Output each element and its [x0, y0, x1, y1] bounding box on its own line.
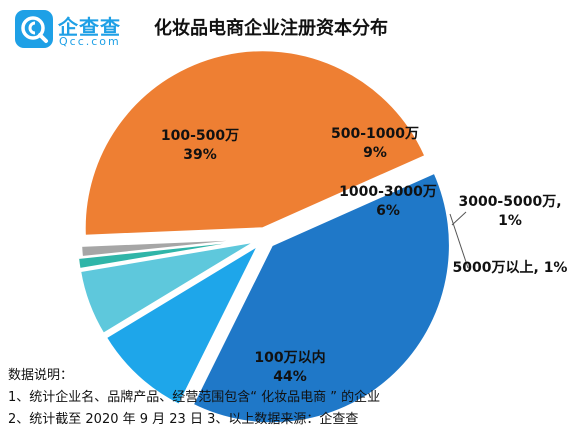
notes-heading: 数据说明： [8, 368, 74, 383]
brand-name: 企查查 [58, 15, 121, 39]
brand-domain: Qcc.com [59, 35, 121, 48]
brand-logo: 企查查 Qcc.com [14, 9, 164, 53]
slice-labels: 100-500万 39% 500-1000万 9% 1000-3000万 6% 3000-5… [161, 126, 568, 385]
leader-line [451, 211, 467, 226]
slice-label: 100万以内 [254, 349, 325, 366]
pie-slice [83, 49, 427, 237]
slice-value-label: 9% [363, 145, 387, 161]
notes-line-2: 2、统计截至 2020 年 9 月 23 日 3、以上数据来源：企查查 [8, 412, 359, 427]
slice-value-label: 6% [376, 203, 400, 219]
slice-value-label: 44% [273, 369, 307, 385]
data-notes: 数据说明： 1、统计企业名、品牌产品、经营范围包含“ 化妆品电商 ” 的企业 2… [8, 365, 380, 431]
pie-slice [78, 240, 257, 336]
pie-slice [104, 242, 261, 407]
notes-line-1: 1、统计企业名、品牌产品、经营范围包含“ 化妆品电商 ” 的企业 [8, 390, 381, 405]
slice-label: 5000万以上, 1% [453, 260, 568, 276]
slice-label: 500-1000万 [331, 126, 419, 142]
leader-line [449, 213, 469, 269]
slice-value-label: 1% [498, 213, 522, 229]
slice-value-label: 39% [183, 147, 217, 163]
pie-slice [76, 238, 256, 271]
pie-slices [76, 49, 451, 425]
leader-lines [449, 211, 469, 269]
pie-slice [191, 171, 451, 425]
slice-label: 3000-5000万, [458, 194, 561, 210]
slice-label: 1000-3000万 [339, 184, 437, 200]
page-title: 化妆品电商企业注册资本分布 [154, 18, 388, 39]
pie-slice [80, 237, 260, 259]
qcc-logo-icon [15, 10, 53, 48]
slice-label: 100-500万 [161, 128, 239, 144]
